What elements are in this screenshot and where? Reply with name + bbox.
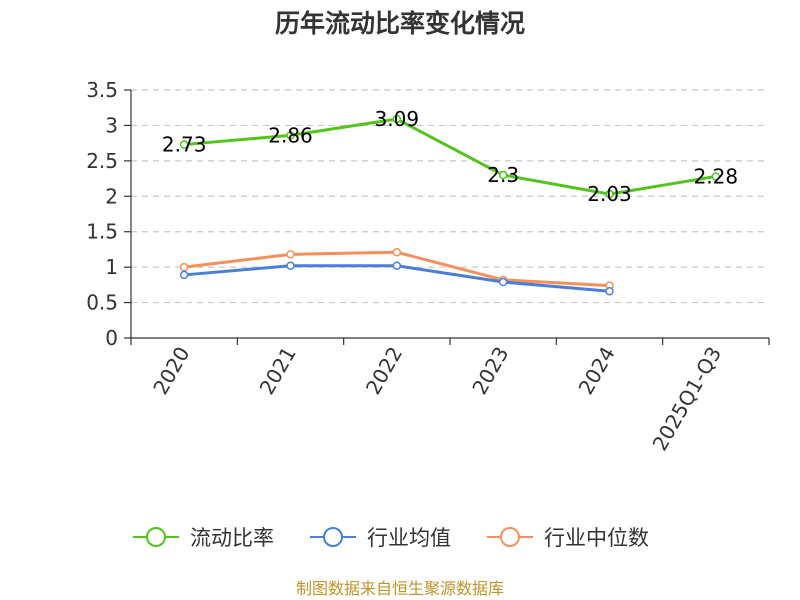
data-point (392, 114, 402, 124)
chart-title: 历年流动比率变化情况 (275, 9, 525, 38)
data-point (711, 172, 721, 181)
data-point (498, 277, 508, 287)
data-point (605, 189, 614, 199)
data-point (179, 262, 189, 272)
series-layer (179, 114, 721, 296)
y-tick-label: 3.5 (86, 78, 118, 102)
legend-label: 流动比率 (190, 526, 274, 550)
data-label: 2.86 (268, 123, 313, 147)
y-tick-label: 2.5 (86, 149, 118, 173)
series-line (184, 117, 717, 196)
legend-marker (146, 527, 166, 547)
data-point (286, 131, 295, 140)
legend: 流动比率 行业均值 行业中位数 (133, 526, 649, 550)
legend-marker (500, 527, 520, 547)
legend-label: 行业中位数 (544, 526, 649, 550)
x-tick-label: 2025Q1-Q3 (647, 343, 726, 455)
x-tick-label: 2020 (148, 343, 194, 399)
data-label: 3.09 (375, 107, 420, 131)
source-note: 制图数据来自恒生聚源数据库 (296, 579, 504, 598)
legend-label: 行业均值 (367, 526, 451, 550)
x-tick-label: 2021 (255, 343, 301, 399)
data-point (179, 270, 189, 280)
x-tick-label: 2024 (574, 343, 620, 399)
data-label: 2.3 (487, 163, 519, 187)
y-tick-label: 3 (105, 113, 118, 137)
data-point (392, 261, 402, 270)
data-point (179, 140, 189, 149)
y-tick-label: 1.5 (86, 220, 118, 244)
data-label: 2.03 (587, 182, 632, 206)
y-tick-label: 2 (105, 184, 118, 208)
data-label: 2.28 (694, 164, 739, 188)
data-label: 2.73 (162, 133, 207, 157)
data-point (286, 250, 295, 259)
y-tick-label: 1 (105, 255, 118, 279)
data-point (498, 170, 508, 180)
data-point (392, 248, 402, 257)
legend-marker (323, 527, 343, 547)
y-tick-label: 0 (105, 326, 118, 350)
data-point (605, 286, 614, 296)
y-tick-label: 0.5 (86, 291, 118, 315)
x-tick-label: 2022 (361, 343, 407, 399)
data-labels: 2.73 2.86 3.09 2.3 2.03 2.28 (162, 107, 738, 206)
data-point (286, 261, 295, 270)
x-tick-label: 2023 (467, 342, 513, 398)
